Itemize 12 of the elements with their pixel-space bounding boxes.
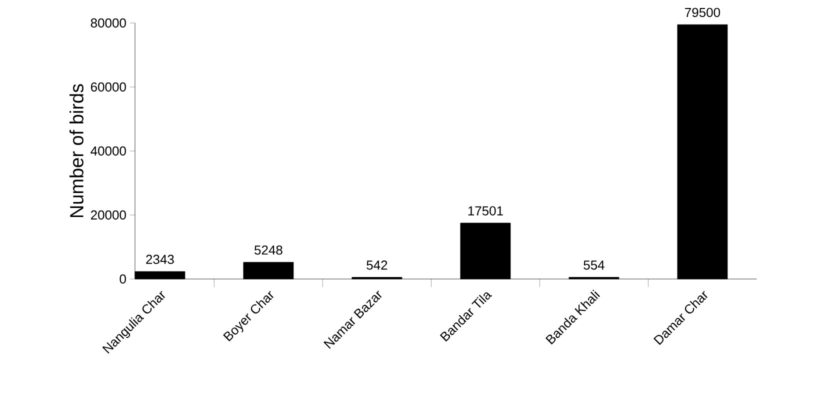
y-tick-label: 40000 bbox=[90, 146, 126, 156]
y-tick-label: 20000 bbox=[90, 210, 126, 220]
y-tick-label: 0 bbox=[120, 274, 126, 284]
data-label: 5248 bbox=[254, 245, 282, 255]
y-axis-title: Number of birds bbox=[70, 84, 84, 218]
data-label: 79500 bbox=[685, 8, 720, 18]
y-tick-label: 80000 bbox=[90, 18, 126, 28]
data-label: 17501 bbox=[468, 206, 503, 216]
y-tick-label: 60000 bbox=[90, 82, 126, 92]
data-label: 2343 bbox=[146, 254, 174, 264]
data-label: 554 bbox=[584, 260, 604, 270]
data-label: 542 bbox=[366, 260, 388, 270]
